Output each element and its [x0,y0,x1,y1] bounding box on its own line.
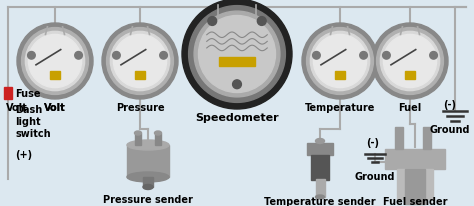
Bar [405,169,425,204]
Ellipse shape [155,131,162,135]
Circle shape [430,52,438,60]
Bar [308,143,333,155]
Bar [143,177,153,187]
Circle shape [383,35,437,88]
Bar [385,149,445,169]
Circle shape [107,28,173,95]
Circle shape [182,0,292,109]
Ellipse shape [316,195,325,199]
Bar [395,127,403,149]
Bar [335,71,346,80]
Text: Temperature: Temperature [305,103,375,112]
Circle shape [360,52,367,60]
Circle shape [17,24,93,99]
Circle shape [257,18,266,26]
Bar [316,179,325,197]
Ellipse shape [127,140,169,150]
Bar [50,71,60,80]
Circle shape [21,28,89,95]
Circle shape [380,32,440,91]
Text: Fuse: Fuse [15,89,40,98]
Circle shape [310,32,370,91]
Circle shape [372,24,448,99]
Ellipse shape [143,185,153,190]
Bar [311,155,329,180]
Bar [4,88,12,99]
Circle shape [199,16,275,93]
Circle shape [26,32,85,91]
Bar [405,71,415,80]
Text: Volt: Volt [44,103,66,112]
Bar [219,57,255,66]
Circle shape [383,52,390,60]
Bar [423,127,431,149]
Text: (+): (+) [15,149,32,159]
Circle shape [313,52,320,60]
Bar [135,71,146,80]
Ellipse shape [127,172,169,182]
Circle shape [302,24,378,99]
Bar [155,133,161,145]
Ellipse shape [316,139,325,144]
Text: Pressure: Pressure [116,103,164,112]
Text: Fuel sender: Fuel sender [383,196,447,206]
Bar [135,133,141,145]
Circle shape [102,24,178,99]
Circle shape [208,18,217,26]
Bar [397,169,433,199]
Circle shape [194,12,280,97]
Circle shape [27,52,35,60]
Circle shape [28,35,82,88]
Text: Ground: Ground [355,171,395,181]
Text: Fuel: Fuel [398,103,422,112]
Text: Volt: Volt [44,103,66,112]
Circle shape [376,28,444,95]
Circle shape [313,35,366,88]
Ellipse shape [135,131,142,135]
Circle shape [233,81,241,89]
Text: Dash
light
switch: Dash light switch [15,105,51,138]
Text: (-): (-) [366,137,380,147]
Circle shape [110,32,170,91]
Circle shape [113,52,120,60]
Bar [127,145,169,177]
Text: Temperature sender: Temperature sender [264,196,376,206]
Circle shape [113,35,166,88]
Circle shape [307,28,374,95]
Text: Volt: Volt [6,103,28,112]
Circle shape [75,52,82,60]
Text: (-): (-) [444,99,456,109]
Text: Ground: Ground [430,124,470,134]
Text: Pressure sender: Pressure sender [103,194,193,204]
Circle shape [160,52,167,60]
Text: Speedometer: Speedometer [195,112,279,122]
Circle shape [189,7,285,103]
